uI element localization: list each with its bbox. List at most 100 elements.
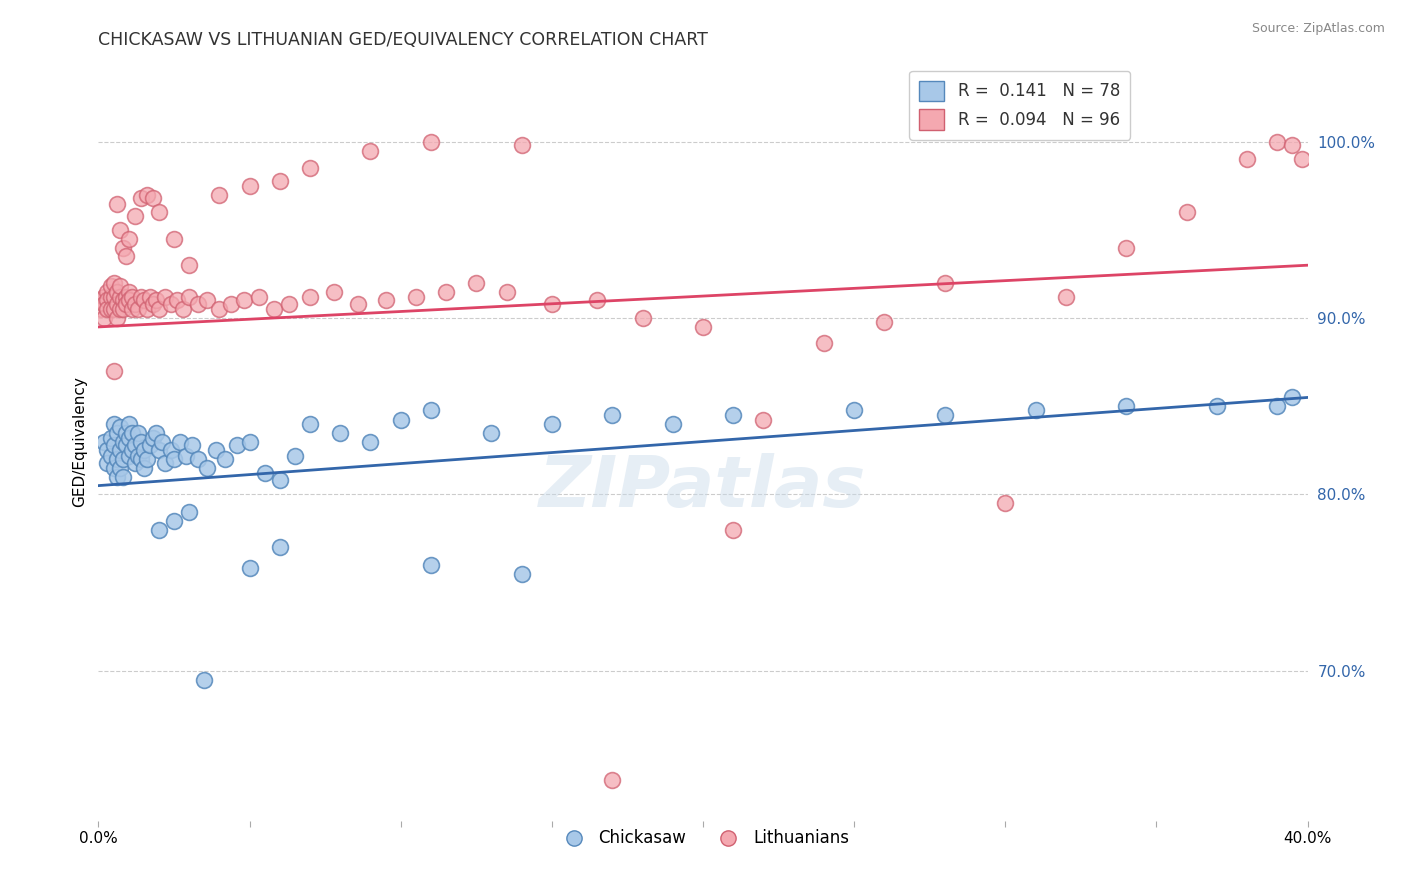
Point — [174, 449, 197, 463]
Point — [692, 320, 714, 334]
Point — [510, 566, 533, 581]
Point — [135, 302, 157, 317]
Point — [108, 443, 131, 458]
Point — [103, 417, 125, 431]
Point — [103, 290, 125, 304]
Point — [127, 302, 149, 317]
Point — [752, 413, 775, 427]
Point — [239, 561, 262, 575]
Point — [1267, 399, 1289, 413]
Point — [132, 461, 155, 475]
Point — [121, 443, 143, 458]
Point — [121, 302, 143, 317]
Point — [118, 232, 141, 246]
Point — [269, 473, 291, 487]
Point — [323, 285, 346, 299]
Point — [118, 293, 141, 308]
Point — [108, 290, 131, 304]
Point — [934, 408, 956, 422]
Point — [208, 187, 231, 202]
Point — [208, 302, 231, 317]
Point — [1291, 153, 1313, 167]
Point — [465, 276, 488, 290]
Point — [723, 523, 745, 537]
Point — [1236, 153, 1258, 167]
Point — [114, 425, 136, 440]
Point — [93, 311, 115, 326]
Point — [132, 293, 155, 308]
Point — [96, 285, 118, 299]
Point — [111, 302, 134, 317]
Point — [813, 335, 835, 350]
Point — [160, 297, 183, 311]
Point — [263, 302, 285, 317]
Point — [105, 425, 128, 440]
Point — [873, 315, 896, 329]
Point — [121, 290, 143, 304]
Point — [723, 408, 745, 422]
Text: Source: ZipAtlas.com: Source: ZipAtlas.com — [1251, 22, 1385, 36]
Point — [329, 425, 352, 440]
Point — [132, 443, 155, 458]
Point — [96, 293, 118, 308]
Legend: Chickasaw, Lithuanians: Chickasaw, Lithuanians — [550, 822, 856, 854]
Point — [118, 449, 141, 463]
Point — [124, 297, 146, 311]
Y-axis label: GED/Equivalency: GED/Equivalency — [72, 376, 87, 507]
Point — [269, 541, 291, 555]
Point — [631, 311, 654, 326]
Point — [214, 452, 236, 467]
Point — [360, 144, 382, 158]
Point — [434, 285, 457, 299]
Point — [148, 302, 170, 317]
Point — [100, 449, 122, 463]
Point — [108, 302, 131, 317]
Point — [93, 297, 115, 311]
Point — [181, 438, 204, 452]
Point — [844, 402, 866, 417]
Point — [145, 293, 167, 308]
Point — [153, 456, 176, 470]
Point — [160, 443, 183, 458]
Point — [994, 496, 1017, 510]
Point — [114, 290, 136, 304]
Point — [299, 161, 322, 176]
Point — [299, 417, 322, 431]
Point — [1281, 138, 1303, 153]
Point — [205, 443, 228, 458]
Point — [153, 290, 176, 304]
Point — [111, 293, 134, 308]
Point — [195, 461, 218, 475]
Point — [105, 297, 128, 311]
Point — [121, 425, 143, 440]
Point — [135, 452, 157, 467]
Point — [111, 452, 134, 467]
Point — [269, 173, 291, 187]
Point — [100, 290, 122, 304]
Point — [129, 290, 152, 304]
Point — [540, 417, 562, 431]
Point — [148, 523, 170, 537]
Point — [1175, 205, 1198, 219]
Point — [105, 196, 128, 211]
Point — [103, 302, 125, 317]
Point — [114, 249, 136, 263]
Point — [100, 302, 122, 317]
Point — [150, 434, 173, 449]
Point — [169, 434, 191, 449]
Point — [108, 223, 131, 237]
Point — [540, 297, 562, 311]
Point — [103, 276, 125, 290]
Point — [142, 297, 165, 311]
Point — [1206, 399, 1229, 413]
Point — [105, 285, 128, 299]
Point — [111, 434, 134, 449]
Point — [420, 402, 443, 417]
Point — [420, 135, 443, 149]
Point — [347, 297, 370, 311]
Point — [405, 290, 427, 304]
Point — [277, 297, 299, 311]
Point — [602, 408, 624, 422]
Point — [481, 425, 503, 440]
Text: CHICKASAW VS LITHUANIAN GED/EQUIVALENCY CORRELATION CHART: CHICKASAW VS LITHUANIAN GED/EQUIVALENCY … — [98, 31, 709, 49]
